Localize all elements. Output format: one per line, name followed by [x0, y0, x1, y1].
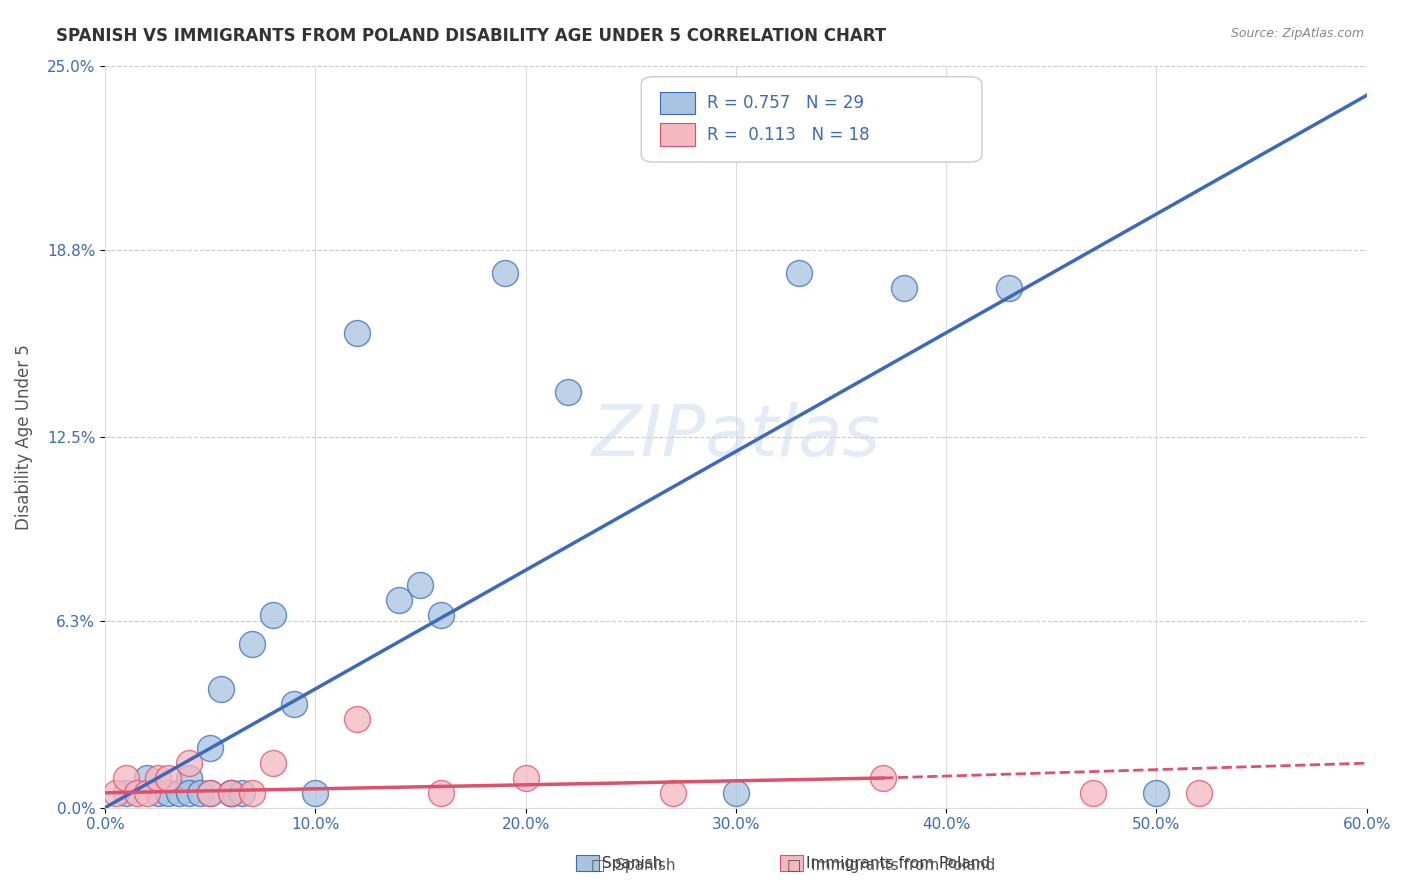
Point — [1146, 786, 1168, 800]
Point — [557, 385, 579, 400]
Point — [494, 266, 516, 280]
Point — [515, 771, 537, 785]
Text: Source: ZipAtlas.com: Source: ZipAtlas.com — [1230, 27, 1364, 40]
Point — [177, 771, 200, 785]
Text: R =  0.113   N = 18: R = 0.113 N = 18 — [707, 126, 869, 144]
Text: Spanish: Spanish — [602, 856, 662, 871]
FancyBboxPatch shape — [780, 855, 803, 871]
Text: □  Spanish: □ Spanish — [591, 858, 675, 872]
Point — [346, 712, 368, 726]
Point — [177, 786, 200, 800]
Point — [872, 771, 894, 785]
FancyBboxPatch shape — [661, 92, 696, 114]
Point — [430, 786, 453, 800]
Point — [240, 637, 263, 651]
Point — [346, 326, 368, 340]
Point — [219, 786, 242, 800]
Point — [998, 281, 1021, 295]
Point — [198, 786, 221, 800]
Point — [219, 786, 242, 800]
Point — [1187, 786, 1209, 800]
Point — [146, 786, 169, 800]
Point — [104, 786, 127, 800]
Point — [304, 786, 326, 800]
Point — [115, 771, 138, 785]
Point — [125, 786, 148, 800]
Point — [188, 786, 211, 800]
Point — [177, 756, 200, 771]
Point — [787, 266, 810, 280]
Point — [219, 786, 242, 800]
Text: SPANISH VS IMMIGRANTS FROM POLAND DISABILITY AGE UNDER 5 CORRELATION CHART: SPANISH VS IMMIGRANTS FROM POLAND DISABI… — [56, 27, 886, 45]
Y-axis label: Disability Age Under 5: Disability Age Under 5 — [15, 343, 32, 530]
Point — [198, 741, 221, 756]
FancyBboxPatch shape — [661, 123, 696, 145]
Point — [157, 771, 180, 785]
Point — [1083, 786, 1105, 800]
Point — [409, 578, 432, 592]
FancyBboxPatch shape — [576, 855, 599, 871]
FancyBboxPatch shape — [641, 77, 981, 162]
Point — [662, 786, 685, 800]
Text: R = 0.757   N = 29: R = 0.757 N = 29 — [707, 94, 863, 112]
Point — [146, 771, 169, 785]
Point — [157, 786, 180, 800]
Point — [240, 786, 263, 800]
Text: □  Immigrants from Poland: □ Immigrants from Poland — [787, 858, 995, 872]
Point — [262, 756, 284, 771]
Point — [167, 786, 190, 800]
Point — [430, 607, 453, 622]
Point — [283, 697, 305, 711]
Point — [198, 786, 221, 800]
Point — [231, 786, 253, 800]
Point — [209, 681, 232, 696]
Point — [893, 281, 915, 295]
Point — [136, 771, 159, 785]
Point — [115, 786, 138, 800]
Point — [388, 593, 411, 607]
Text: ZIPatlas: ZIPatlas — [592, 402, 880, 471]
Point — [136, 786, 159, 800]
Text: Immigrants from Poland: Immigrants from Poland — [806, 856, 990, 871]
Point — [724, 786, 747, 800]
Point — [262, 607, 284, 622]
